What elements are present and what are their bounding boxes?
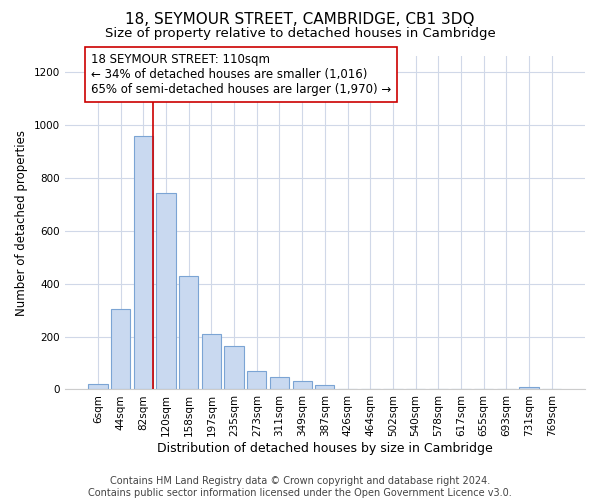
Bar (88, 384, 107, 390)
Text: Contains HM Land Registry data © Crown copyright and database right 2024.
Contai: Contains HM Land Registry data © Crown c… (88, 476, 512, 498)
Bar (111, 309, 130, 390)
Bar (247, 371, 266, 390)
Bar (270, 377, 289, 390)
Text: 18 SEYMOUR STREET: 110sqm
← 34% of detached houses are smaller (1,016)
65% of se: 18 SEYMOUR STREET: 110sqm ← 34% of detac… (91, 53, 391, 96)
Bar (224, 346, 244, 390)
Text: Size of property relative to detached houses in Cambridge: Size of property relative to detached ho… (104, 28, 496, 40)
Bar (179, 276, 199, 390)
Bar (134, 136, 153, 390)
Bar (157, 192, 176, 390)
Bar (520, 387, 539, 390)
Bar (202, 334, 221, 390)
X-axis label: Distribution of detached houses by size in Cambridge: Distribution of detached houses by size … (157, 442, 493, 455)
Bar (293, 380, 312, 390)
Text: 18, SEYMOUR STREET, CAMBRIDGE, CB1 3DQ: 18, SEYMOUR STREET, CAMBRIDGE, CB1 3DQ (125, 12, 475, 28)
Y-axis label: Number of detached properties: Number of detached properties (15, 130, 28, 316)
Bar (315, 384, 334, 390)
